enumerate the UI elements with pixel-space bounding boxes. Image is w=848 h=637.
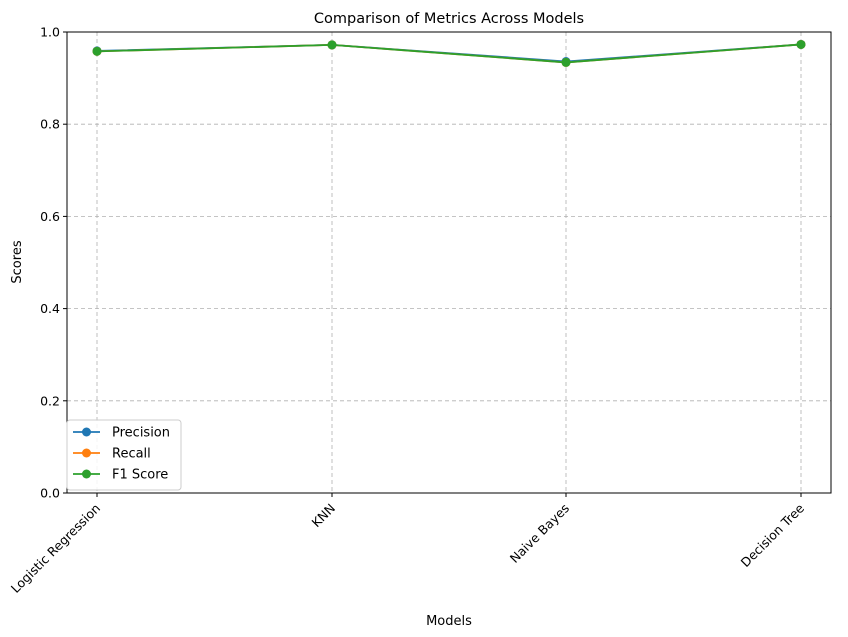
y-tick-label: 1.0 [40,25,60,40]
legend-marker [82,448,91,458]
y-axis-label: Scores [10,240,25,283]
y-tick-label: 0.6 [40,209,60,224]
x-tick-label: Logistic Regression [8,501,103,596]
x-tick-label: Naive Bayes [507,501,572,566]
x-tick-label: KNN [308,501,338,531]
grid [67,31,831,494]
legend-label: Precision [112,426,170,441]
legend-entry: Recall [73,447,151,462]
data-point [327,40,337,50]
legend-entry: F1 Score [73,468,168,483]
legend: Precision Recall F1 Score [66,419,182,491]
axis-ticks: 0.0 0.2 0.4 0.6 0.8 1.0 Logistic Regression KNN… [8,25,808,596]
y-tick-label: 0.8 [40,117,60,132]
legend-label: F1 Score [112,468,168,483]
legend-marker [82,469,91,479]
legend-marker [82,427,91,437]
y-tick-label: 0.4 [40,301,60,316]
data-point [92,46,102,56]
plot-frame [66,31,832,494]
x-axis-label: Models [426,614,472,629]
chart-title: Comparison of Metrics Across Models [314,11,584,27]
series-layer [92,39,806,67]
series-line [96,43,802,64]
legend-label: Recall [112,447,151,462]
y-tick-label: 0.2 [40,393,60,408]
legend-entry: Precision [73,426,170,441]
x-tick-label: Decision Tree [738,500,808,570]
data-point [796,39,806,49]
data-point [561,57,571,67]
legend-box [66,419,182,491]
series-f1-score [92,39,806,67]
y-tick-label: 0.0 [40,486,60,501]
